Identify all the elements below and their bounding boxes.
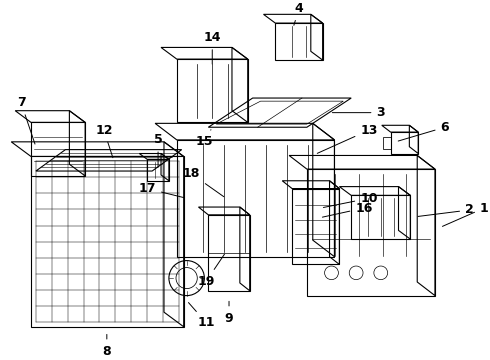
Text: 12: 12	[95, 123, 113, 158]
Text: 17: 17	[139, 182, 184, 198]
Text: 13: 13	[318, 123, 378, 153]
Text: 9: 9	[225, 301, 233, 324]
Text: 6: 6	[398, 121, 449, 141]
Text: 18: 18	[183, 167, 224, 197]
Text: 14: 14	[203, 31, 221, 64]
Text: 15: 15	[196, 130, 213, 148]
Text: 16: 16	[322, 202, 373, 217]
Text: 3: 3	[332, 106, 385, 119]
Text: 5: 5	[154, 134, 163, 167]
Text: 2: 2	[418, 203, 474, 216]
Text: 7: 7	[17, 96, 35, 144]
Text: 1: 1	[442, 202, 489, 226]
Text: 10: 10	[323, 192, 378, 207]
Text: 8: 8	[102, 334, 111, 357]
Text: 4: 4	[294, 2, 303, 25]
Text: 19: 19	[197, 254, 224, 288]
Text: 11: 11	[189, 302, 215, 329]
